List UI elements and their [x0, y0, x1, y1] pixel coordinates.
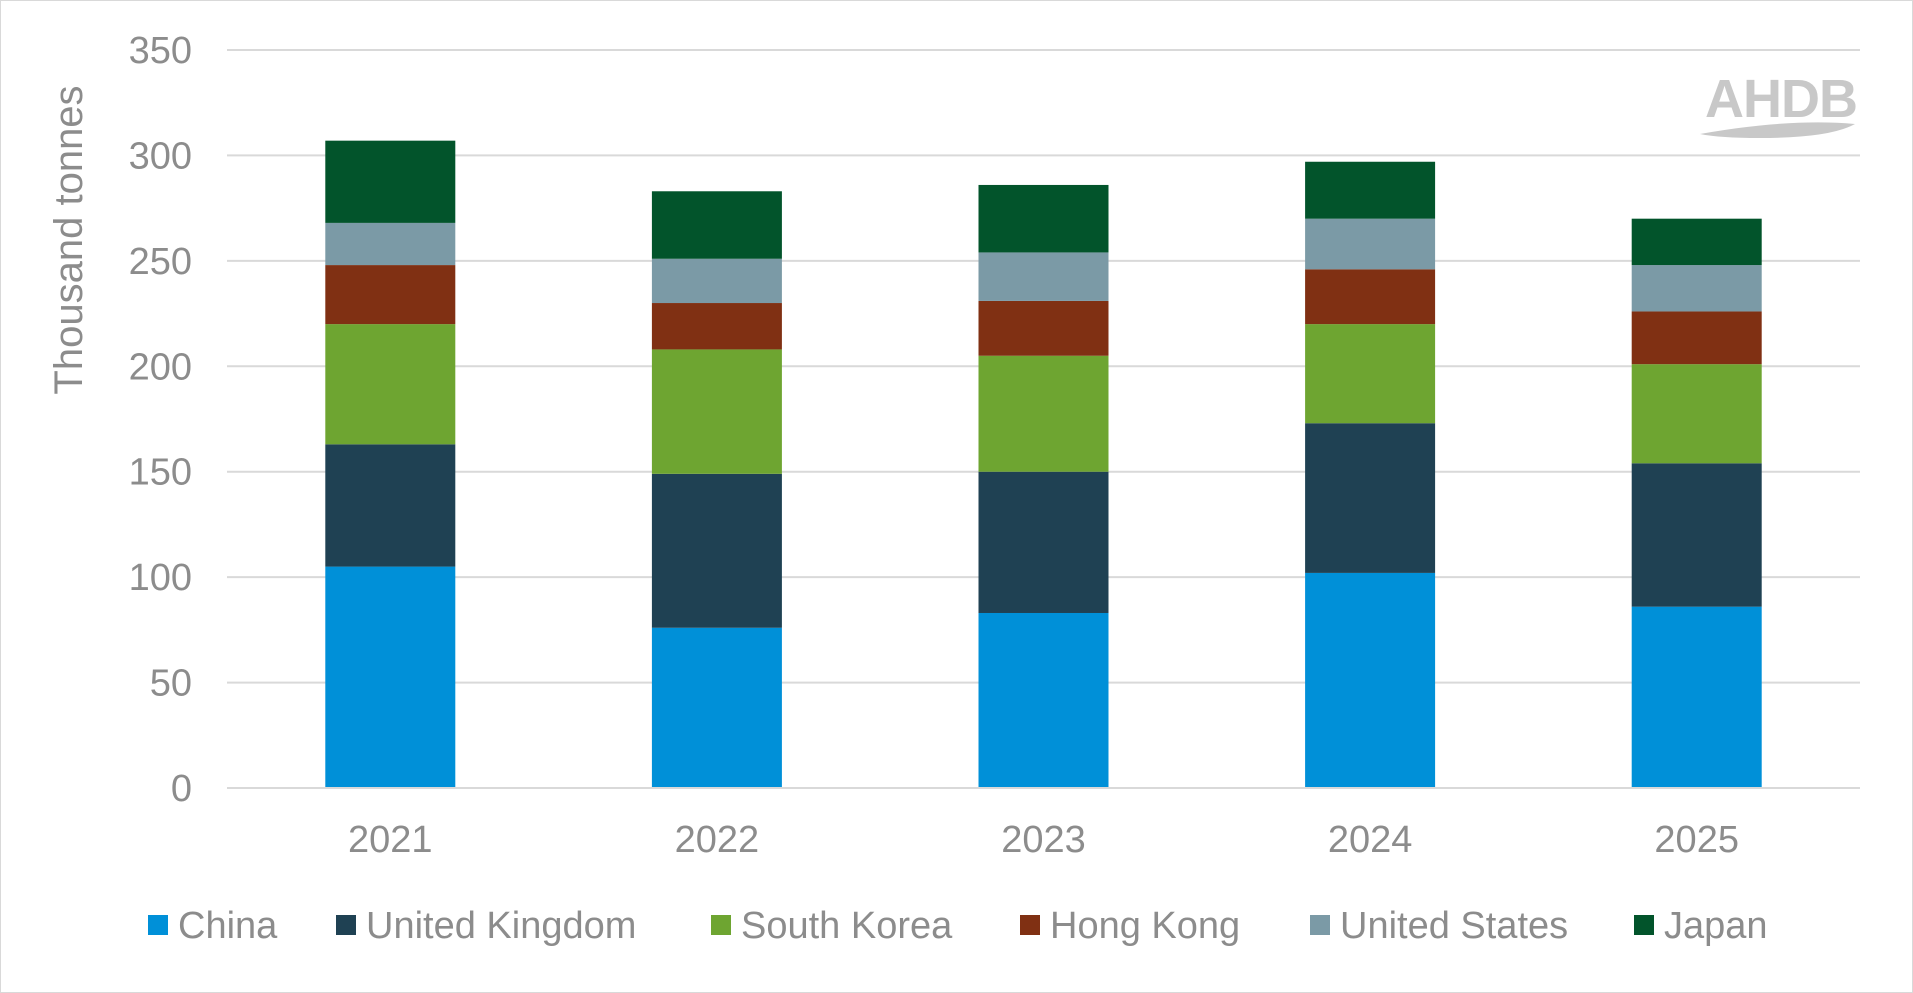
bar-segment-united-kingdom-2022: [651, 473, 782, 628]
bar-segment-united-kingdom-2024: [1305, 423, 1436, 573]
bar-segment-south-korea-2021: [325, 324, 456, 445]
bar-segment-china-2024: [1305, 572, 1436, 788]
y-tick-label: 200: [129, 346, 192, 388]
legend-label: United States: [1340, 905, 1568, 947]
bar-segment-united-kingdom-2025: [1631, 463, 1762, 607]
bar-segment-china-2023: [978, 612, 1109, 788]
bar-segment-south-korea-2024: [1305, 324, 1436, 424]
bar-segment-china-2025: [1631, 606, 1762, 788]
bars: [325, 140, 1762, 788]
y-tick-label: 250: [129, 241, 192, 283]
legend-label: United Kingdom: [366, 905, 636, 947]
legend-swatch-japan: [1634, 915, 1654, 935]
bar-segment-united-kingdom-2023: [978, 471, 1109, 613]
ahdb-logo: AHDB: [1700, 69, 1858, 138]
y-axis-ticks: 0 50 100 150 200 250 300 350: [129, 30, 192, 810]
logo-text: AHDB: [1705, 69, 1857, 129]
bar-segment-hong-kong-2025: [1631, 311, 1762, 365]
y-tick-label: 50: [150, 663, 192, 705]
bar-segment-hong-kong-2024: [1305, 269, 1436, 325]
legend: China United Kingdom South Korea Hong Kong U…: [148, 905, 1768, 947]
bar-segment-japan-2024: [1305, 161, 1436, 219]
bar-segment-united-states-2023: [978, 252, 1109, 301]
y-tick-label: 350: [129, 30, 192, 72]
legend-label: South Korea: [741, 905, 953, 947]
bar-segment-hong-kong-2023: [978, 300, 1109, 356]
legend-label: Japan: [1664, 905, 1768, 947]
bar-segment-united-kingdom-2021: [325, 444, 456, 567]
logo-swoosh: [1700, 122, 1855, 138]
legend-label: Hong Kong: [1050, 905, 1240, 947]
bar-segment-japan-2021: [325, 140, 456, 223]
x-tick-label: 2021: [348, 819, 433, 861]
legend-swatch-hong-kong: [1020, 915, 1040, 935]
bar-segment-south-korea-2023: [978, 355, 1109, 472]
x-tick-label: 2025: [1654, 819, 1739, 861]
bar-segment-japan-2023: [978, 184, 1109, 253]
x-axis-ticks: 2021 2022 2023 2024 2025: [348, 819, 1739, 861]
bar-segment-hong-kong-2022: [651, 303, 782, 350]
legend-swatch-china: [148, 915, 168, 935]
x-tick-label: 2023: [1001, 819, 1086, 861]
bar-segment-united-states-2022: [651, 258, 782, 304]
x-tick-label: 2024: [1328, 819, 1413, 861]
y-tick-label: 100: [129, 557, 192, 599]
y-tick-label: 0: [171, 768, 192, 810]
bar-segment-united-states-2025: [1631, 265, 1762, 312]
bar-segment-china-2022: [651, 627, 782, 788]
y-tick-label: 300: [129, 135, 192, 177]
legend-label: China: [178, 905, 278, 947]
legend-swatch-united-kingdom: [336, 915, 356, 935]
bar-segment-united-states-2024: [1305, 218, 1436, 270]
bar-segment-japan-2022: [651, 191, 782, 259]
legend-swatch-united-states: [1310, 915, 1330, 935]
bar-segment-china-2021: [325, 566, 456, 788]
x-tick-label: 2022: [675, 819, 760, 861]
bar-segment-south-korea-2022: [651, 349, 782, 474]
bar-segment-united-states-2021: [325, 222, 456, 266]
bar-segment-south-korea-2025: [1631, 364, 1762, 464]
legend-swatch-south-korea: [711, 915, 731, 935]
y-axis-title: Thousand tonnes: [47, 85, 91, 394]
y-tick-label: 150: [129, 452, 192, 494]
bar-segment-hong-kong-2021: [325, 265, 456, 325]
bar-segment-japan-2025: [1631, 218, 1762, 266]
